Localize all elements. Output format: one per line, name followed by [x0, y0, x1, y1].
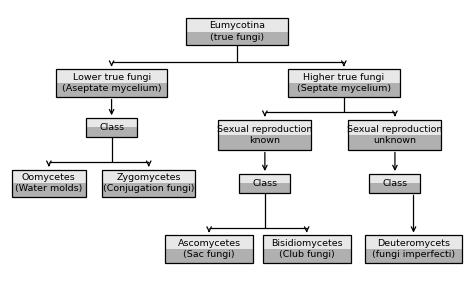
FancyBboxPatch shape	[102, 170, 195, 183]
Text: Eumycotina
(true fungi): Eumycotina (true fungi)	[209, 22, 265, 41]
FancyBboxPatch shape	[86, 118, 137, 127]
Text: Zygomycetes
(Conjugation fungi): Zygomycetes (Conjugation fungi)	[103, 173, 194, 193]
Text: Sexual reproduction
unknown: Sexual reproduction unknown	[347, 124, 443, 145]
FancyBboxPatch shape	[219, 135, 311, 150]
FancyBboxPatch shape	[369, 174, 420, 183]
FancyBboxPatch shape	[86, 127, 137, 137]
FancyBboxPatch shape	[365, 249, 462, 263]
FancyBboxPatch shape	[165, 235, 253, 249]
FancyBboxPatch shape	[288, 83, 400, 97]
Text: Class: Class	[383, 179, 408, 188]
FancyBboxPatch shape	[288, 69, 400, 83]
FancyBboxPatch shape	[56, 69, 167, 83]
FancyBboxPatch shape	[165, 249, 253, 263]
Text: Lower true fungi
(Aseptate mycelium): Lower true fungi (Aseptate mycelium)	[62, 73, 161, 93]
Text: Class: Class	[99, 123, 124, 132]
Text: Bisidiomycetes
(Club fungi): Bisidiomycetes (Club fungi)	[271, 239, 343, 259]
FancyBboxPatch shape	[219, 119, 311, 135]
FancyBboxPatch shape	[186, 18, 288, 32]
FancyBboxPatch shape	[369, 183, 420, 192]
Text: Sexual reproduction
known: Sexual reproduction known	[217, 124, 312, 145]
FancyBboxPatch shape	[263, 249, 351, 263]
FancyBboxPatch shape	[365, 235, 462, 249]
FancyBboxPatch shape	[56, 83, 167, 97]
FancyBboxPatch shape	[239, 183, 291, 192]
FancyBboxPatch shape	[12, 170, 86, 183]
FancyBboxPatch shape	[239, 174, 291, 183]
FancyBboxPatch shape	[12, 183, 86, 197]
FancyBboxPatch shape	[263, 235, 351, 249]
FancyBboxPatch shape	[348, 135, 441, 150]
Text: Oomycetes
(Water molds): Oomycetes (Water molds)	[15, 173, 82, 193]
FancyBboxPatch shape	[186, 32, 288, 45]
Text: Deuteromycets
(fungi imperfecti): Deuteromycets (fungi imperfecti)	[372, 239, 455, 259]
Text: Ascomycetes
(Sac fungi): Ascomycetes (Sac fungi)	[178, 239, 241, 259]
Text: Class: Class	[252, 179, 277, 188]
FancyBboxPatch shape	[102, 183, 195, 197]
FancyBboxPatch shape	[348, 119, 441, 135]
Text: Higher true fungi
(Septate mycelium): Higher true fungi (Septate mycelium)	[297, 73, 391, 93]
